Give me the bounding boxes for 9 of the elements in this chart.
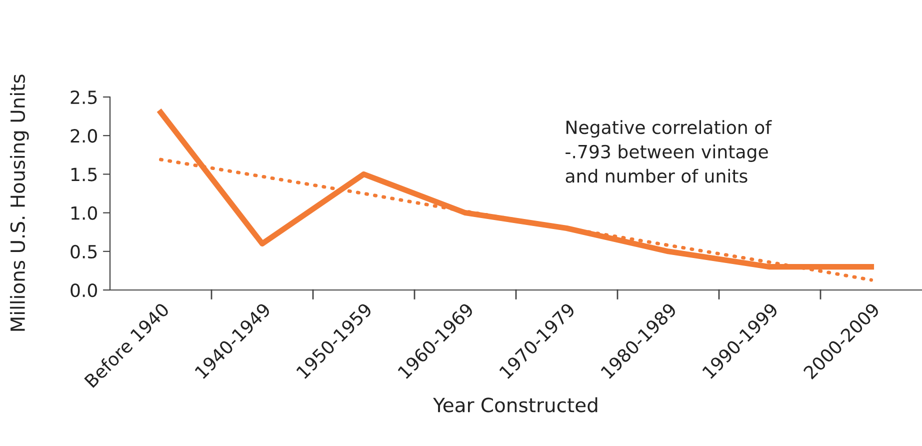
y-tick-label: 2.0 bbox=[70, 129, 97, 143]
y-tick-label: 0.0 bbox=[70, 283, 97, 298]
annotation: Negative correlation of -.793 between vintage and number of units bbox=[566, 120, 772, 183]
y-tick-label: 0.5 bbox=[70, 244, 97, 259]
y-tick-label: 1.0 bbox=[71, 206, 97, 220]
y-tick-label: 2.5 bbox=[70, 90, 97, 104]
y-axis-title: Millions U.S. Housing Units bbox=[10, 74, 29, 331]
x-axis-title: Year Constructed bbox=[433, 397, 598, 412]
y-tick-label: 1.5 bbox=[71, 168, 97, 182]
